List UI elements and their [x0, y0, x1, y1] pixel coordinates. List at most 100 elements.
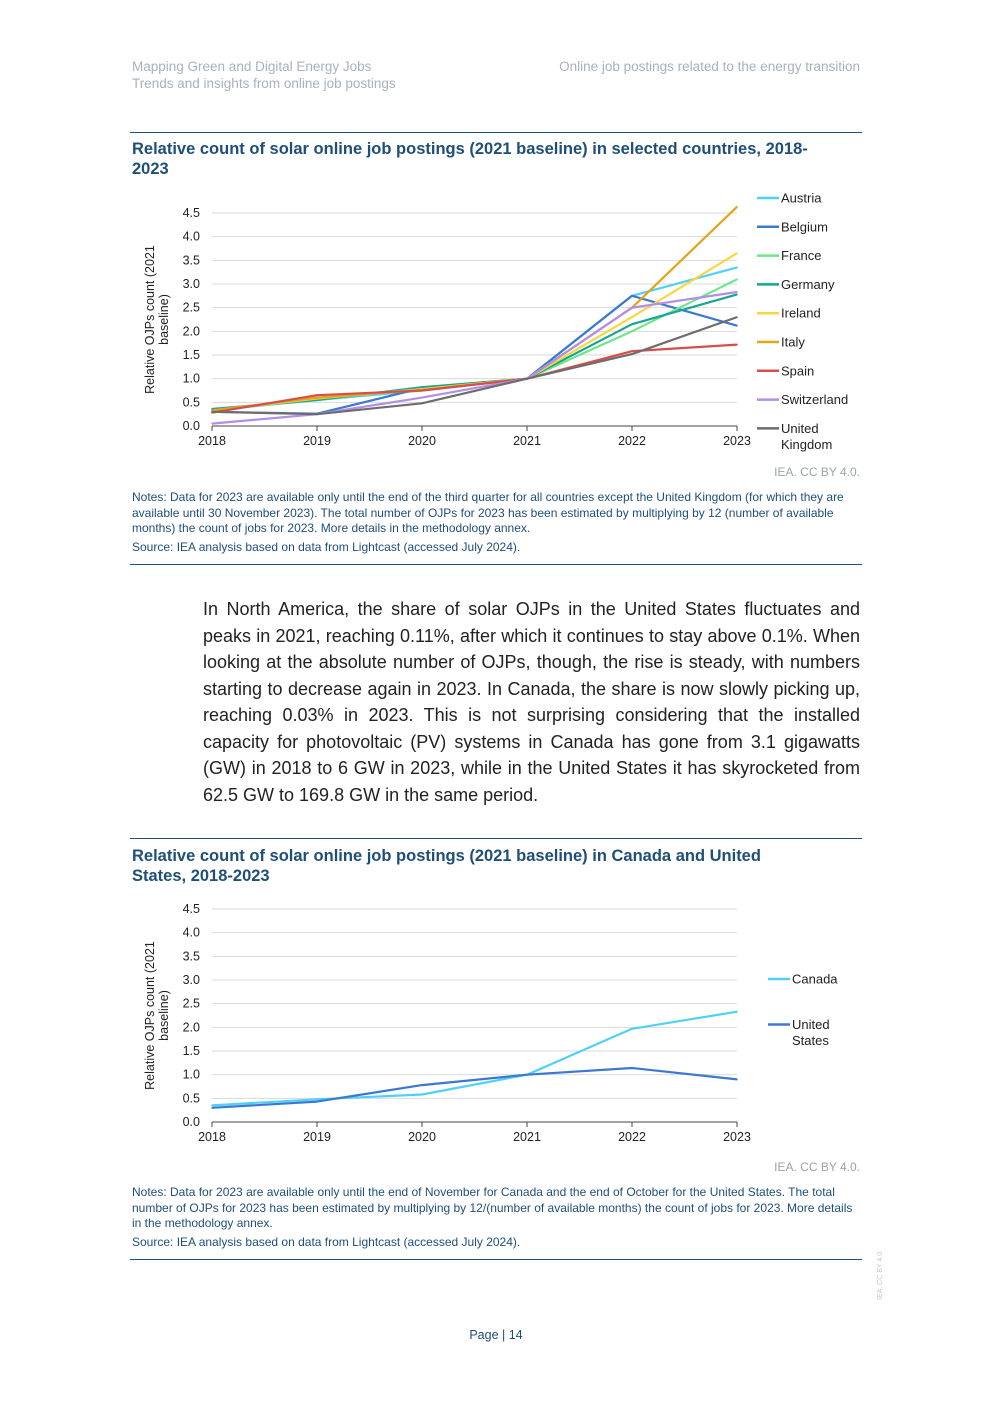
data-point: [631, 1027, 633, 1030]
figure2-top-rule: [130, 838, 862, 839]
legend-label: Germany: [781, 277, 835, 292]
figure1-chart: 0.0 0.5 1.0 1.5 2.0 2.5 3.0 3.5 4.0 4.5 Relative O…: [130, 182, 862, 458]
x-tick-label: 2021: [513, 1130, 541, 1144]
data-point: [631, 1067, 633, 1069]
data-point: [631, 316, 633, 318]
y-tick-label: 1.5: [183, 1044, 200, 1058]
data-point: [736, 206, 738, 208]
legend-label-line: United: [792, 1017, 830, 1032]
x-tick-label: 2022: [618, 434, 646, 448]
report-title: Mapping Green and Digital Energy Jobs: [132, 59, 372, 74]
legend-label: Switzerland: [781, 392, 848, 407]
figure1-bottom-rule: [130, 564, 862, 565]
y-tick-label: 0.5: [183, 1091, 200, 1105]
y-tick-label: 3.0: [183, 277, 200, 291]
data-point: [736, 252, 738, 255]
legend-label: Belgium: [781, 219, 828, 234]
legend-label: United Kingdom: [781, 421, 832, 452]
y-tick-label: 0.5: [183, 395, 200, 409]
figure1-title: Relative count of solar online job posti…: [132, 140, 808, 178]
x-tick-label: 2020: [408, 1130, 436, 1144]
data-point: [316, 1100, 318, 1103]
y-tick-label: 1.0: [183, 372, 200, 386]
data-point: [421, 402, 423, 405]
y-tick-label: 1.5: [183, 348, 200, 362]
y-axis-label: Relative OJPs count (2021baseline): [143, 245, 171, 394]
y-tick-label: 2.5: [183, 301, 200, 315]
y-tick-label: 0.0: [183, 1115, 200, 1129]
figure2-chart: 0.0 0.5 1.0 1.5 2.0 2.5 3.0 3.5 4.0 4.5 Relative O…: [130, 896, 862, 1154]
data-point: [736, 266, 738, 269]
legend-label: France: [781, 248, 821, 263]
data-point: [421, 386, 423, 388]
legend-label-line: United: [781, 421, 819, 436]
data-point: [421, 1093, 423, 1096]
legend-label-line: States: [792, 1033, 829, 1048]
data-point: [526, 1073, 528, 1076]
x-tick-label: 2023: [723, 1130, 751, 1144]
y-tick-label: 4.5: [183, 902, 200, 916]
data-point: [631, 306, 633, 309]
data-point: [316, 396, 318, 399]
y-tick-label: 0.0: [183, 419, 200, 433]
x-tick-label: 2022: [618, 1130, 646, 1144]
series-line-switzerland: [211, 290, 738, 425]
legend-label: Ireland: [781, 306, 821, 321]
series-line-united-states: [211, 1066, 738, 1109]
data-point: [211, 1107, 213, 1109]
data-point: [421, 389, 423, 392]
series-line-italy: [211, 206, 738, 412]
legend-label: Spain: [781, 363, 814, 378]
data-point: [736, 324, 738, 327]
y-axis-label: Relative OJPs count (2021baseline): [143, 941, 171, 1090]
y-tick-label: 2.0: [183, 1020, 200, 1034]
figure1-notes-text: Notes: Data for 2023 are available only …: [132, 490, 844, 535]
report-subtitle: Trends and insights from online job post…: [132, 76, 396, 91]
series-line-united-kingdom: [211, 316, 738, 416]
series-line-spain: [211, 343, 738, 414]
data-point: [211, 1104, 213, 1107]
x-tick-label: 2021: [513, 434, 541, 448]
running-header-left: Mapping Green and Digital Energy Jobs Tr…: [132, 58, 396, 92]
data-point: [631, 295, 633, 297]
data-point: [736, 291, 738, 293]
legend-label: United States: [792, 1017, 830, 1048]
x-tick-label: 2019: [303, 1130, 331, 1144]
figure2-title: Relative count of solar online job posti…: [132, 847, 761, 885]
y-tick-label: 3.0: [183, 973, 200, 987]
figure1-chart-svg: 0.0 0.5 1.0 1.5 2.0 2.5 3.0 3.5 4.0 4.5 Relative O…: [143, 191, 848, 452]
body-paragraph: In North America, the share of solar OJP…: [203, 599, 860, 805]
data-point: [316, 394, 318, 397]
figure2-source: Source: IEA analysis based on data from …: [132, 1234, 521, 1249]
data-point: [736, 278, 738, 281]
data-point: [736, 316, 738, 318]
y-tick-label: 4.5: [183, 206, 200, 220]
data-point: [211, 411, 213, 413]
data-point: [631, 323, 633, 326]
x-tick-label: 2018: [198, 434, 226, 448]
y-tick-label: 3.5: [183, 253, 200, 267]
y-axis-label-line: baseline): [157, 294, 171, 345]
figure1-credit: IEA. CC BY 4.0.: [774, 465, 860, 479]
legend-label: Italy: [781, 335, 805, 350]
figure1-notes: Notes: Data for 2023 are available only …: [132, 490, 862, 555]
figure1-top-rule: [130, 132, 862, 133]
data-point: [526, 377, 528, 380]
x-tick-label: 2023: [723, 434, 751, 448]
data-point: [421, 396, 423, 399]
figure1-source: Source: IEA analysis based on data from …: [132, 539, 521, 554]
data-point: [421, 1084, 423, 1086]
y-tick-label: 2.5: [183, 997, 200, 1011]
data-point: [316, 413, 318, 415]
y-tick-label: 4.0: [183, 926, 200, 940]
y-tick-label: 4.0: [183, 230, 200, 244]
running-header-right: Online job postings related to the energ…: [559, 59, 860, 74]
y-axis-label-line: baseline): [157, 990, 171, 1041]
series-line-canada: [211, 1010, 738, 1107]
legend-label: Canada: [792, 972, 838, 987]
data-point: [736, 1010, 738, 1013]
data-point: [736, 343, 738, 346]
figure2-chart-svg: 0.0 0.5 1.0 1.5 2.0 2.5 3.0 3.5 4.0 4.5 Relative O…: [143, 902, 838, 1144]
figure2-notes: Notes: Data for 2023 are available only …: [132, 1185, 862, 1250]
y-axis-label-line: Relative OJPs count (2021: [143, 941, 157, 1090]
